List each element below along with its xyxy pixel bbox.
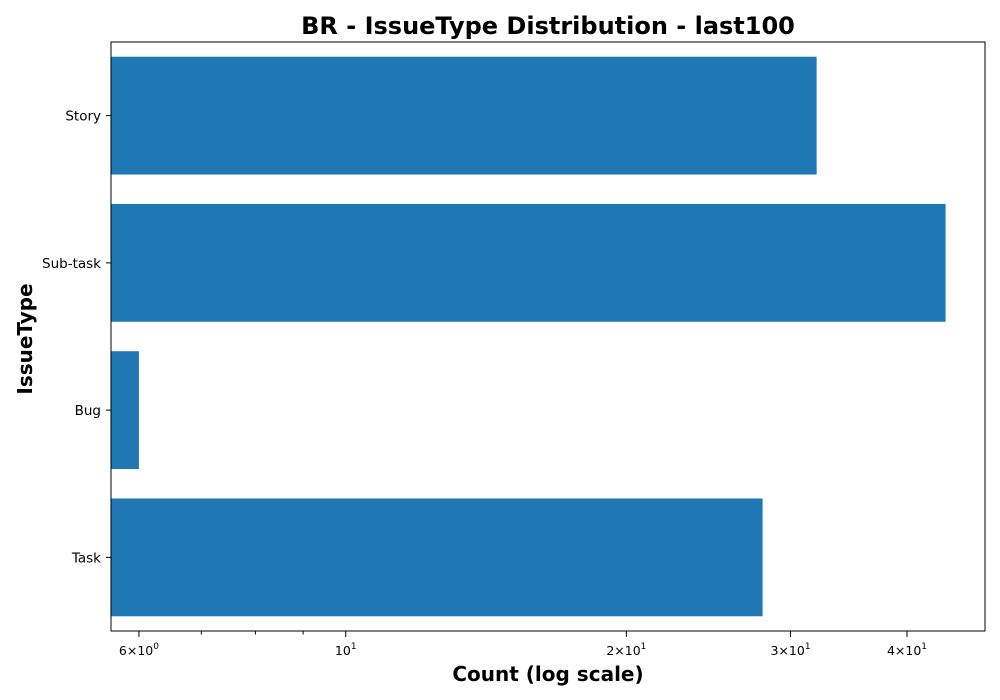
y-axis-label: IssueType	[13, 283, 37, 394]
x-tick-label: 6×100	[119, 642, 159, 658]
bar-task	[111, 498, 763, 617]
y-tick-label: Sub-task	[42, 256, 101, 272]
y-axis: Story Sub-task Bug Task	[42, 109, 111, 566]
y-tick-label: Task	[71, 550, 101, 566]
x-tick-label: 3×101	[770, 642, 810, 658]
plot-area-frame	[110, 41, 986, 632]
x-axis-label: Count (log scale)	[452, 662, 643, 686]
x-tick-label: 4×101	[887, 642, 927, 658]
y-tick-label: Bug	[75, 403, 101, 419]
bar-bug	[111, 351, 139, 470]
bars-group	[111, 56, 946, 617]
chart-title: BR - IssueType Distribution - last100	[301, 12, 795, 40]
y-tick-label: Story	[65, 109, 101, 125]
x-tick-label: 101	[335, 642, 357, 658]
bar-story	[111, 56, 817, 175]
x-tick-label: 2×101	[606, 642, 646, 658]
x-axis: 6×100 101 2×101 3×101 4×101	[119, 631, 927, 658]
bar-sub-task	[111, 203, 946, 322]
